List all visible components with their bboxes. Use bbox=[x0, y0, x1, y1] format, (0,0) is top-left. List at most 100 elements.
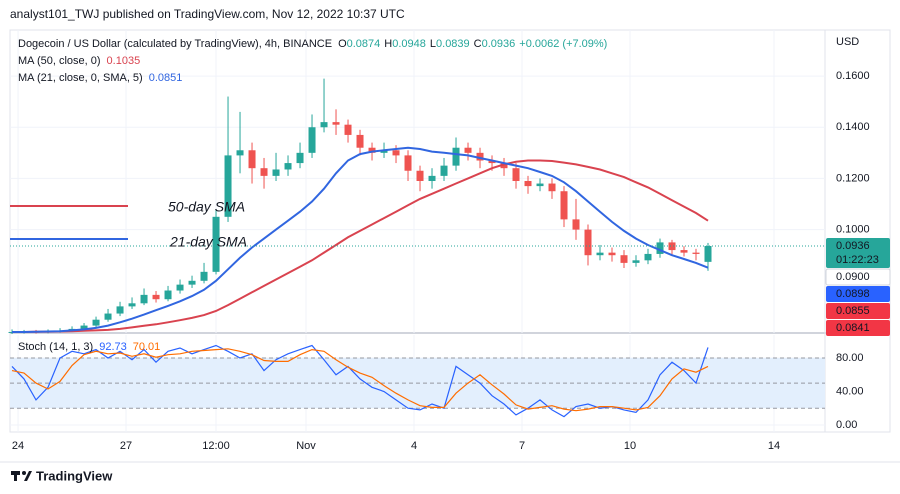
plot-layer: 24 27 12:00 Nov 4 7 10 14 0.1000 0.1200 0.1400 0.16… bbox=[8, 30, 891, 452]
x-tick-label: Nov bbox=[296, 440, 316, 452]
candle-body bbox=[656, 242, 664, 254]
candle-body bbox=[392, 150, 400, 156]
price-badge-text: 0.0936 bbox=[836, 240, 870, 252]
candle-body bbox=[644, 253, 652, 261]
y-tick-label: 0.1200 bbox=[836, 172, 870, 184]
candle-body bbox=[92, 319, 100, 326]
candle-body bbox=[596, 252, 604, 256]
candle-body bbox=[440, 165, 448, 176]
x-tick-label: 12:00 bbox=[202, 440, 230, 452]
price-legend: Dogecoin / US Dollar (calculated by Trad… bbox=[18, 38, 607, 50]
ohlc-letter: O bbox=[338, 38, 347, 50]
candle-body bbox=[164, 290, 172, 300]
candle-body bbox=[632, 260, 640, 263]
x-tick-label: 10 bbox=[624, 440, 636, 452]
candle-body bbox=[80, 325, 88, 329]
x-tick-label: 7 bbox=[519, 440, 525, 452]
price-badge bbox=[826, 302, 890, 319]
candle-body bbox=[584, 229, 592, 256]
footer-brand: TradingView bbox=[36, 468, 113, 483]
candle-body bbox=[236, 150, 244, 156]
candle-body bbox=[140, 294, 148, 304]
annotation-text: 50-day SMA bbox=[168, 199, 245, 215]
stoch-line bbox=[11, 348, 709, 412]
candle-body bbox=[344, 124, 352, 135]
candle-body bbox=[260, 168, 268, 176]
symbol-title: Dogecoin / US Dollar (calculated by Trad… bbox=[18, 38, 332, 50]
ma-legend: MA (21, close, 0, SMA, 5) 0.0851 bbox=[18, 72, 182, 84]
price-badge bbox=[826, 319, 890, 336]
x-tick-label: 27 bbox=[120, 440, 132, 452]
candle-body bbox=[620, 255, 628, 263]
x-tick-label: 14 bbox=[768, 440, 780, 452]
candle-body bbox=[188, 280, 196, 285]
price-badge bbox=[825, 268, 891, 286]
y-tick-label: 0.1600 bbox=[836, 70, 870, 82]
y-tick-label: 0.00 bbox=[836, 419, 857, 431]
candle-body bbox=[176, 284, 184, 291]
candle-body bbox=[152, 294, 160, 300]
ohlc-value: 0.0839 bbox=[436, 38, 470, 50]
y-tick-label: 80.00 bbox=[836, 352, 864, 364]
ohlc-value: 0.0936 bbox=[482, 38, 516, 50]
ma-name: MA (21, close, 0, SMA, 5) bbox=[18, 72, 143, 84]
price-badge-text: 0.0841 bbox=[836, 322, 870, 334]
currency-label: USD bbox=[836, 36, 859, 48]
ma-line bbox=[12, 146, 709, 333]
ohlc-letter: L bbox=[430, 38, 436, 50]
publish-header: analyst101_TWJ published on TradingView.… bbox=[10, 7, 405, 21]
candle-body bbox=[476, 152, 484, 161]
price-badge bbox=[826, 237, 890, 268]
annotation-text: 21-day SMA bbox=[169, 234, 247, 250]
candle-body bbox=[320, 122, 328, 128]
candle-body bbox=[572, 219, 580, 230]
candle-body bbox=[704, 245, 712, 262]
candle-body bbox=[356, 134, 364, 148]
price-badge-text: 0.0855 bbox=[836, 305, 870, 317]
candle-body bbox=[608, 252, 616, 256]
stoch-legend: Stoch (14, 1, 3) 92.73 70.01 bbox=[18, 341, 160, 353]
change-label: +0.0062 (+7.09%) bbox=[519, 38, 607, 50]
candle-body bbox=[116, 306, 124, 314]
candle-body bbox=[524, 180, 532, 187]
stoch-value: 70.01 bbox=[133, 341, 161, 353]
candle-body bbox=[368, 147, 376, 153]
candle-body bbox=[500, 163, 508, 169]
ma-line bbox=[12, 159, 709, 333]
price-badge bbox=[826, 285, 890, 302]
stoch-title: Stoch (14, 1, 3) bbox=[18, 341, 93, 353]
candle-body bbox=[512, 168, 520, 181]
y-tick-label: 0.1000 bbox=[836, 224, 870, 236]
candle-body bbox=[404, 155, 412, 171]
candle-body bbox=[488, 160, 496, 164]
candle-body bbox=[296, 152, 304, 164]
candle-body bbox=[680, 250, 688, 253]
y-tick-label: 0.1400 bbox=[836, 121, 870, 133]
x-tick-label: 24 bbox=[12, 440, 24, 452]
ma-legend: MA (50, close, 0) 0.1035 bbox=[18, 55, 140, 67]
tradingview-logo bbox=[11, 471, 32, 481]
candle-body bbox=[416, 170, 424, 181]
x-tick-label: 4 bbox=[411, 440, 417, 452]
candle-body bbox=[224, 155, 232, 217]
candle-body bbox=[212, 216, 220, 272]
candle-body bbox=[308, 127, 316, 153]
stoch-line bbox=[11, 344, 709, 418]
candle-body bbox=[536, 183, 544, 187]
candle-body bbox=[452, 147, 460, 166]
ohlc-value: 0.0874 bbox=[347, 38, 381, 50]
candle-body bbox=[104, 313, 112, 320]
candle-body bbox=[200, 271, 208, 281]
candle-body bbox=[380, 150, 388, 153]
candle-body bbox=[464, 147, 472, 153]
candle-body bbox=[548, 183, 556, 192]
candle-body bbox=[668, 242, 676, 251]
stoch-value: 92.73 bbox=[99, 341, 127, 353]
candle-body bbox=[272, 169, 280, 176]
price-badge-text: 0.0898 bbox=[836, 288, 870, 300]
candle-body bbox=[284, 163, 292, 170]
y-tick-label: 40.00 bbox=[836, 385, 864, 397]
